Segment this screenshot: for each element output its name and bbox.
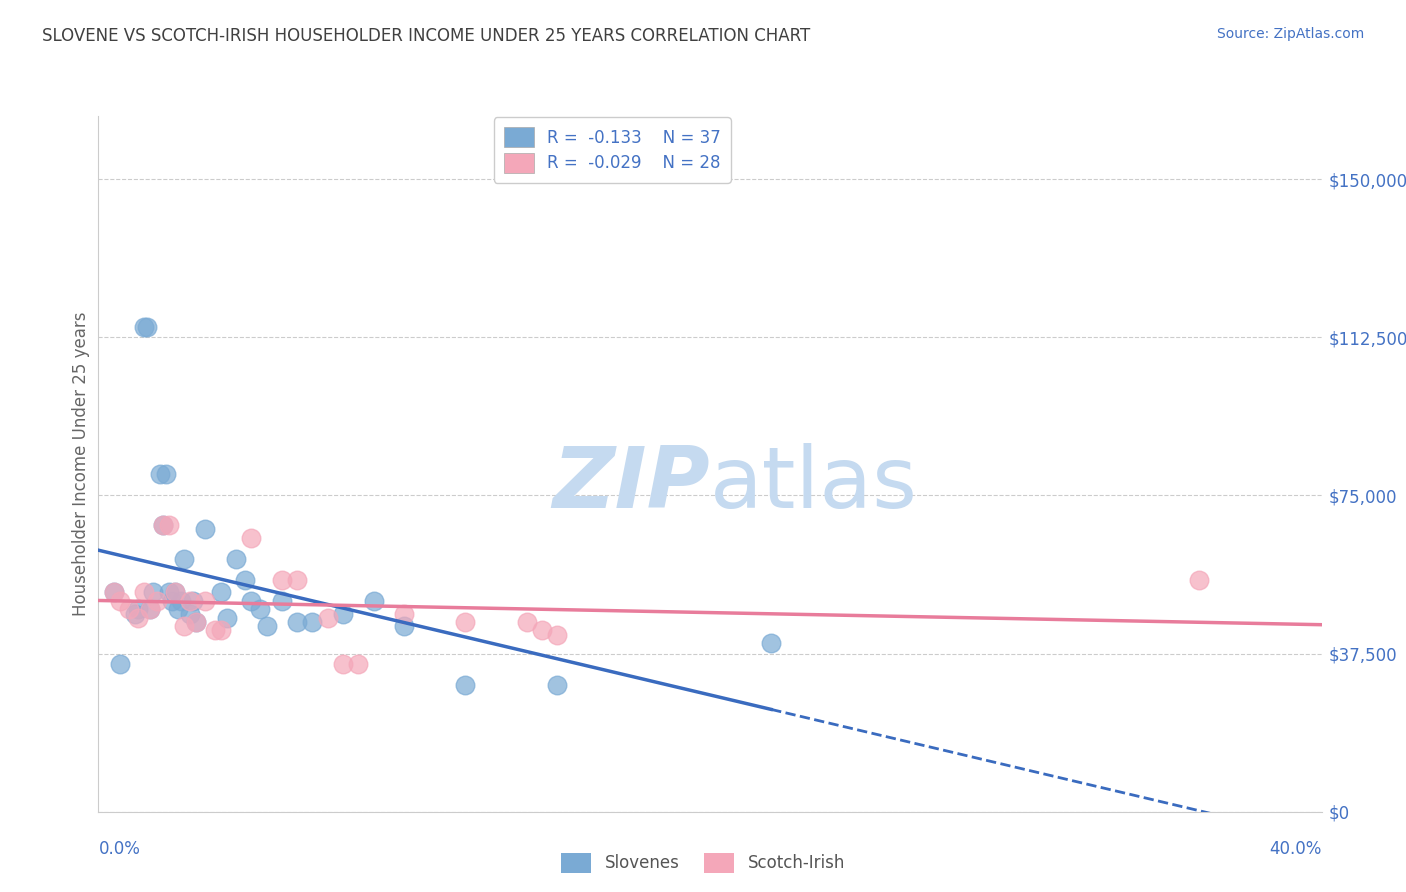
Legend: R =  -0.133    N = 37, R =  -0.029    N = 28: R = -0.133 N = 37, R = -0.029 N = 28	[494, 118, 731, 183]
Text: 0.0%: 0.0%	[98, 839, 141, 857]
Point	[167, 602, 190, 616]
Point	[194, 594, 217, 608]
Text: Source: ZipAtlas.com: Source: ZipAtlas.com	[1216, 27, 1364, 41]
Point	[270, 594, 294, 608]
Point	[136, 319, 159, 334]
Point	[256, 619, 278, 633]
Point	[209, 585, 232, 599]
Point	[233, 573, 256, 587]
Point	[240, 594, 263, 608]
Point	[163, 585, 186, 599]
Point	[127, 602, 149, 616]
Point	[152, 518, 174, 533]
Point	[160, 594, 183, 608]
Point	[454, 678, 477, 692]
Point	[173, 619, 195, 633]
Point	[392, 619, 416, 633]
Point	[215, 611, 238, 625]
Point	[103, 585, 125, 599]
Point	[157, 585, 180, 599]
Point	[186, 615, 208, 629]
Point	[225, 551, 247, 566]
Point	[285, 615, 308, 629]
Point	[145, 594, 167, 608]
Point	[316, 611, 339, 625]
Point	[127, 611, 149, 625]
Point	[170, 594, 193, 608]
Point	[546, 627, 568, 641]
Text: atlas: atlas	[710, 443, 918, 526]
Point	[134, 585, 156, 599]
Point	[118, 602, 141, 616]
Point	[546, 678, 568, 692]
Legend: Slovenes, Scotch-Irish: Slovenes, Scotch-Irish	[554, 847, 852, 880]
Point	[173, 551, 195, 566]
Point	[108, 657, 131, 672]
Point	[347, 657, 370, 672]
Point	[186, 615, 208, 629]
Point	[332, 657, 354, 672]
Point	[103, 585, 125, 599]
Point	[179, 594, 201, 608]
Point	[240, 531, 263, 545]
Text: SLOVENE VS SCOTCH-IRISH HOUSEHOLDER INCOME UNDER 25 YEARS CORRELATION CHART: SLOVENE VS SCOTCH-IRISH HOUSEHOLDER INCO…	[42, 27, 810, 45]
Point	[530, 624, 553, 638]
Y-axis label: Householder Income Under 25 years: Householder Income Under 25 years	[72, 311, 90, 616]
Point	[209, 624, 232, 638]
Text: ZIP: ZIP	[553, 443, 710, 526]
Point	[134, 319, 156, 334]
Point	[149, 467, 172, 482]
Point	[181, 594, 204, 608]
Point	[285, 573, 308, 587]
Point	[454, 615, 477, 629]
Point	[194, 522, 217, 536]
Point	[392, 607, 416, 621]
Point	[139, 602, 162, 616]
Point	[761, 636, 783, 650]
Point	[204, 624, 226, 638]
Point	[301, 615, 323, 629]
Point	[152, 518, 174, 533]
Point	[108, 594, 131, 608]
Point	[124, 607, 146, 621]
Point	[139, 602, 162, 616]
Point	[249, 602, 271, 616]
Point	[516, 615, 538, 629]
Text: 40.0%: 40.0%	[1270, 839, 1322, 857]
Point	[1188, 573, 1211, 587]
Point	[179, 607, 201, 621]
Point	[163, 585, 186, 599]
Point	[142, 585, 165, 599]
Point	[363, 594, 385, 608]
Point	[155, 467, 177, 482]
Point	[270, 573, 294, 587]
Point	[157, 518, 180, 533]
Point	[332, 607, 354, 621]
